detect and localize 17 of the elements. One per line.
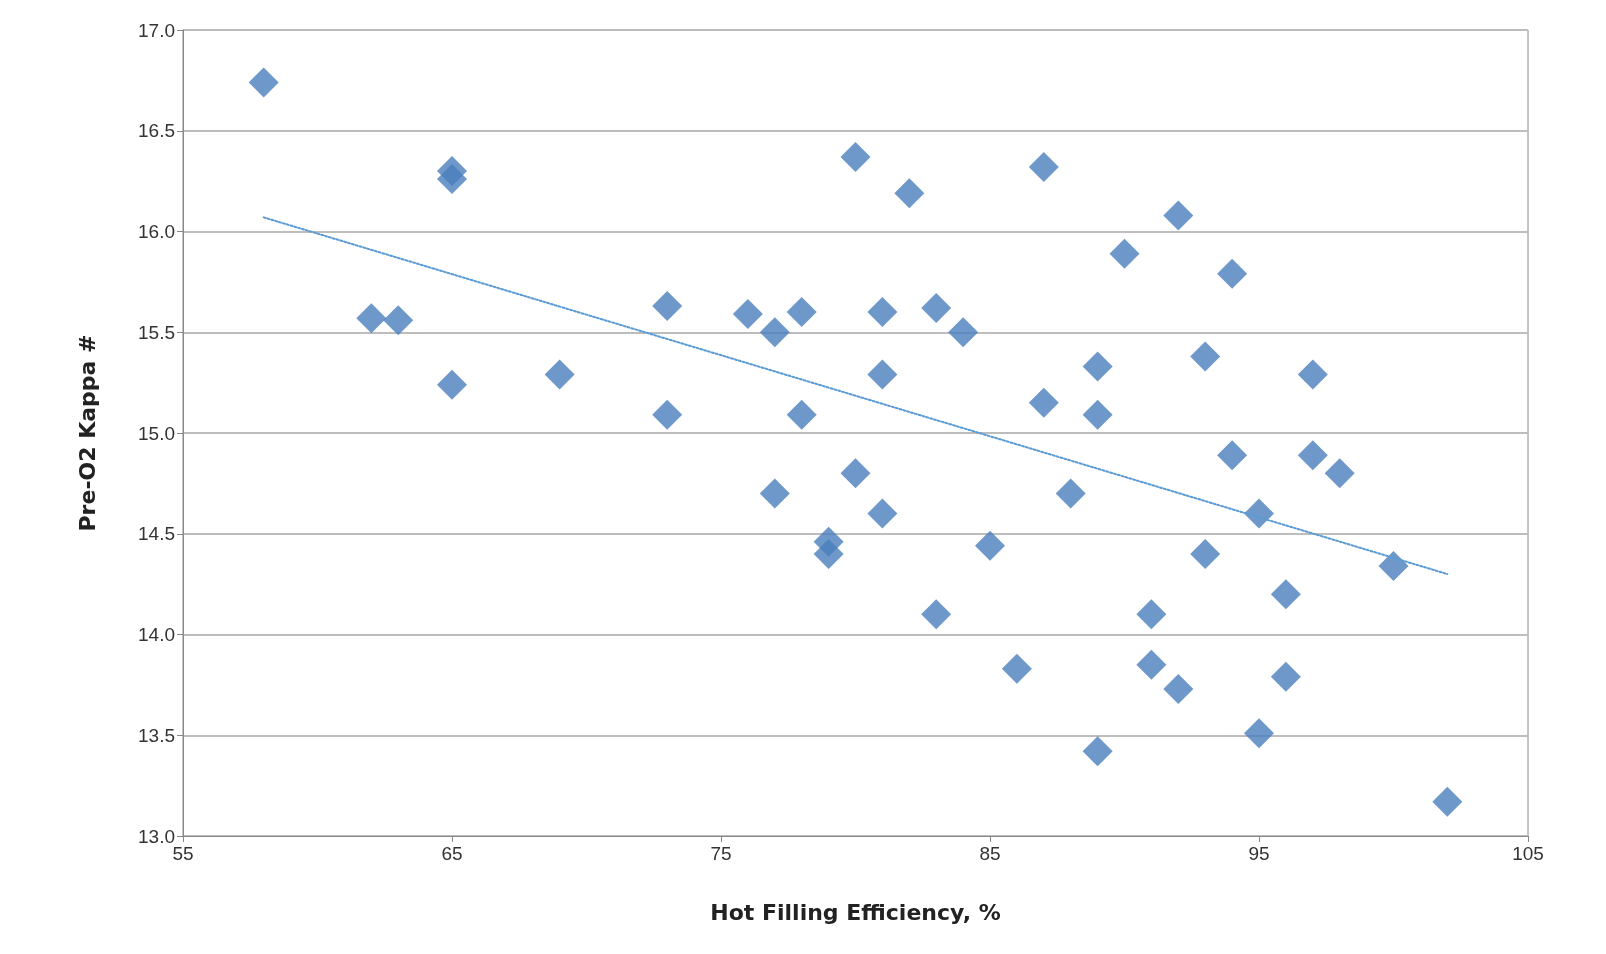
y-tick-label: 14.0	[138, 624, 175, 645]
y-tick-label: 13.5	[138, 724, 175, 746]
x-tick-label: 55	[172, 843, 194, 864]
x-tick-label: 95	[1248, 843, 1270, 864]
y-tick-label: 15.0	[138, 422, 175, 444]
x-tick-label: 75	[710, 843, 732, 864]
y-tick-label: 16.5	[138, 120, 175, 142]
y-tick-label: 15.5	[138, 321, 175, 343]
x-tick-label: 85	[979, 843, 1001, 864]
y-tick-label: 17.0	[138, 19, 175, 41]
x-tick-label: 65	[441, 843, 463, 864]
y-tick-label: 13.0	[138, 825, 175, 847]
x-tick-label: 105	[1512, 843, 1544, 864]
y-tick-label: 16.0	[138, 221, 175, 242]
y-tick-label: 14.5	[138, 523, 175, 545]
x-axis-title: Hot Filling Efficiency, %	[710, 899, 1001, 925]
y-axis-title: Pre-O2 Kappa #	[74, 334, 100, 532]
